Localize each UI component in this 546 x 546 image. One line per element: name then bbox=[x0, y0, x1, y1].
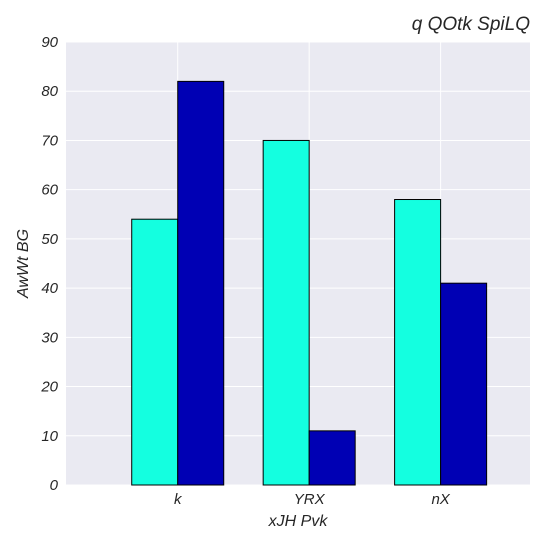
y-tick-label: 10 bbox=[41, 428, 58, 445]
bars bbox=[131, 80, 488, 486]
y-tick-label: 30 bbox=[41, 329, 58, 346]
x-axis-label: xJH Pvk bbox=[268, 513, 329, 530]
x-tick-labels: k YRX nX bbox=[174, 491, 451, 508]
y-tick-label: 90 bbox=[41, 34, 58, 51]
y-axis-label: AwWt BG bbox=[15, 229, 32, 299]
bar bbox=[177, 80, 225, 486]
y-tick-label: 20 bbox=[40, 379, 58, 396]
bar bbox=[440, 282, 488, 486]
x-tick-label: YRX bbox=[294, 491, 326, 508]
bar bbox=[308, 430, 356, 486]
y-tick-labels: 0 10 20 30 40 50 60 70 80 90 bbox=[40, 34, 58, 494]
x-tick-label: k bbox=[174, 491, 183, 508]
y-tick-label: 80 bbox=[41, 83, 58, 100]
bar bbox=[394, 199, 442, 486]
x-tick-label: nX bbox=[431, 491, 450, 508]
y-tick-label: 40 bbox=[41, 280, 58, 297]
bar bbox=[262, 139, 310, 486]
bar bbox=[131, 218, 179, 486]
y-tick-label: 0 bbox=[50, 477, 59, 494]
y-tick-label: 60 bbox=[41, 182, 58, 199]
y-tick-label: 70 bbox=[41, 132, 58, 149]
chart-title: q QOtk SpiLQ bbox=[412, 14, 530, 35]
y-tick-label: 50 bbox=[41, 231, 58, 248]
